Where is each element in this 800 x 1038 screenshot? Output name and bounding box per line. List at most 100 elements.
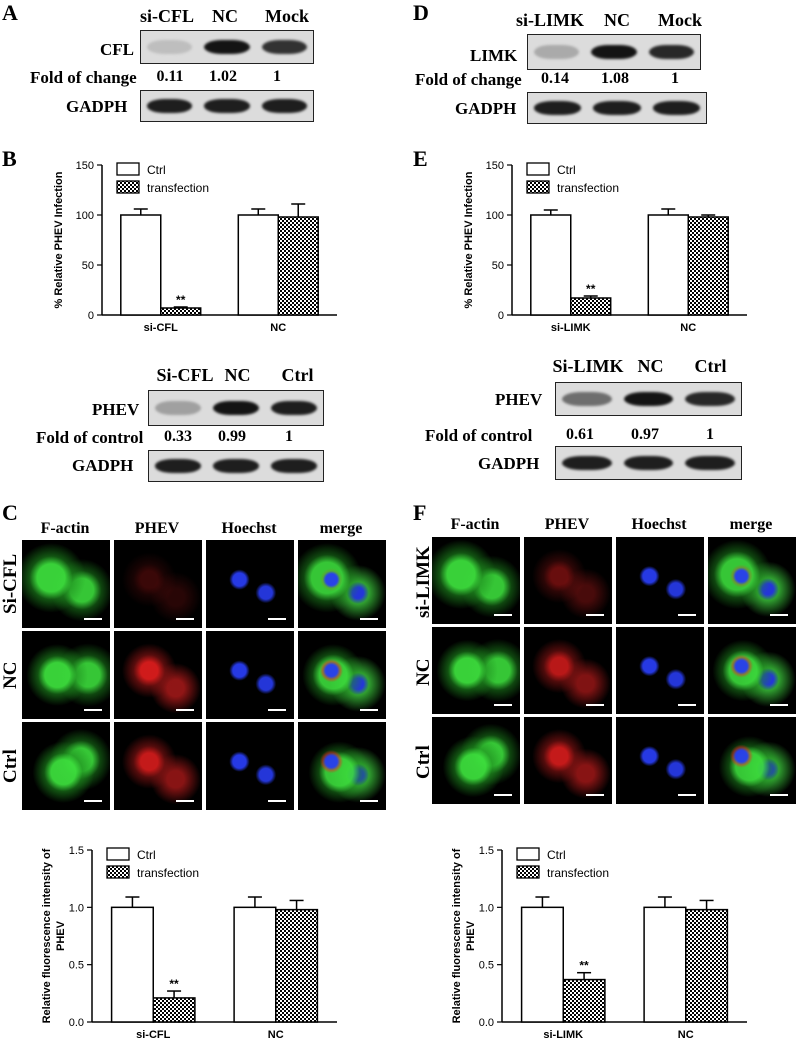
phev-tile [524, 717, 612, 804]
micro-row-label: NC [0, 661, 21, 689]
phev-tile [524, 537, 612, 624]
y-tick-label: 0.5 [69, 960, 84, 972]
legend-label: Ctrl [557, 163, 576, 177]
control-label: GADPH [72, 456, 134, 475]
y-tick-label: 1.5 [69, 845, 84, 857]
x-tick-label: NC [268, 1029, 284, 1038]
micro-row-label: Si-CFL [0, 553, 21, 615]
bar-chart-e: 0 50 100 150 % Relative PHEV Infection ** si-L… [463, 160, 747, 334]
factin-tile [432, 717, 520, 804]
y-axis-label: % Relative PHEV Infection [53, 171, 65, 308]
bar-transfection [562, 978, 606, 1023]
scale-bar [84, 618, 102, 620]
phev-tile [114, 722, 202, 810]
scale-bar [84, 800, 102, 802]
fold-label: Fold of change [30, 68, 137, 87]
merge-tile [298, 540, 386, 628]
bar-ctrl [643, 906, 687, 1023]
blot-band [534, 101, 582, 115]
bar-ctrl [120, 214, 162, 316]
fold-value: 0.11 [156, 68, 184, 85]
legend-swatch [516, 865, 540, 879]
panel-letter-e: E [413, 146, 428, 171]
fold-label: Fold of control [36, 428, 144, 447]
western-blot-phev [555, 382, 742, 416]
fold-label: Fold of control [425, 426, 533, 445]
hoechst-tile [616, 717, 704, 804]
blot-band [648, 44, 694, 60]
western-blot-phev [148, 390, 324, 426]
blot-col-label: NC [224, 365, 251, 385]
bar-transfection [685, 908, 729, 1023]
x-tick-label: NC [270, 322, 286, 334]
bar-transfection [277, 216, 319, 316]
scale-bar [770, 614, 788, 616]
blot-band [155, 400, 201, 416]
micro-header: merge [729, 516, 773, 533]
control-label: GADPH [478, 454, 540, 473]
phev-tile [114, 631, 202, 719]
legend-label: transfection [547, 866, 609, 880]
western-blot-gadph [527, 92, 707, 124]
y-axis-label: Relative fluorescence intensity of PHEV [451, 848, 477, 1023]
merge-tile [298, 631, 386, 719]
y-axis-label-line: PHEV [465, 920, 477, 951]
control-label: GADPH [66, 97, 128, 116]
y-tick-label: 1.5 [479, 845, 494, 857]
scale-bar [176, 618, 194, 620]
x-tick-label: si-LIMK [551, 322, 591, 334]
blot-target-label: CFL [100, 40, 134, 59]
factin-tile [22, 722, 110, 810]
fold-value: 0.61 [566, 426, 594, 443]
legend-label: transfection [147, 181, 209, 195]
bar-transfection [152, 997, 196, 1023]
panel-letter-d: D [413, 0, 429, 25]
scale-bar [494, 704, 512, 706]
panel-letter-f: F [413, 500, 427, 525]
western-blot-gadph [148, 450, 324, 482]
control-label: GADPH [455, 99, 517, 118]
fold-value: 0.99 [218, 428, 246, 445]
scale-bar [586, 794, 604, 796]
micro-header: Hoechst [221, 520, 277, 537]
blot-band [591, 44, 637, 60]
y-tick-label: 50 [492, 260, 504, 272]
panel-letter-a: A [2, 0, 18, 25]
scale-bar [360, 709, 378, 711]
blot-band [204, 99, 250, 113]
legend-swatch [116, 162, 140, 176]
legend-swatch [526, 180, 550, 194]
y-tick-label: 50 [82, 260, 94, 272]
blot-band [593, 101, 641, 115]
scale-bar [494, 614, 512, 616]
scale-bar [268, 618, 286, 620]
fold-value: 1.08 [601, 70, 629, 87]
blot-band [261, 99, 307, 113]
blot-target-label: PHEV [495, 390, 543, 409]
scale-bar [678, 704, 696, 706]
fold-value: 1 [273, 68, 281, 85]
blot-col-label: NC [637, 356, 664, 376]
bar-ctrl [530, 214, 572, 316]
bar-chart-b: 0 50 100 150 % Relative PHEV Infection ** si-C… [53, 160, 337, 334]
scale-bar [586, 614, 604, 616]
fold-value: 0.97 [631, 426, 659, 443]
factin-tile [22, 631, 110, 719]
factin-tile [432, 627, 520, 714]
panel-letter-c: C [2, 500, 18, 525]
scale-bar [84, 709, 102, 711]
scale-bar [176, 709, 194, 711]
y-axis-label-line: PHEV [55, 920, 67, 951]
legend-label: transfection [137, 866, 199, 880]
blot-band [562, 391, 612, 407]
blot-band [261, 39, 307, 55]
legend-swatch [526, 162, 550, 176]
y-axis-label: Relative fluorescence intensity of PHEV [41, 848, 67, 1023]
bar-ctrl [520, 906, 564, 1023]
merge-tile [298, 722, 386, 810]
blot-col-label: Ctrl [281, 365, 314, 385]
hoechst-tile [616, 627, 704, 714]
micro-header: F-actin [40, 520, 90, 537]
fold-value: 0.14 [541, 70, 569, 87]
